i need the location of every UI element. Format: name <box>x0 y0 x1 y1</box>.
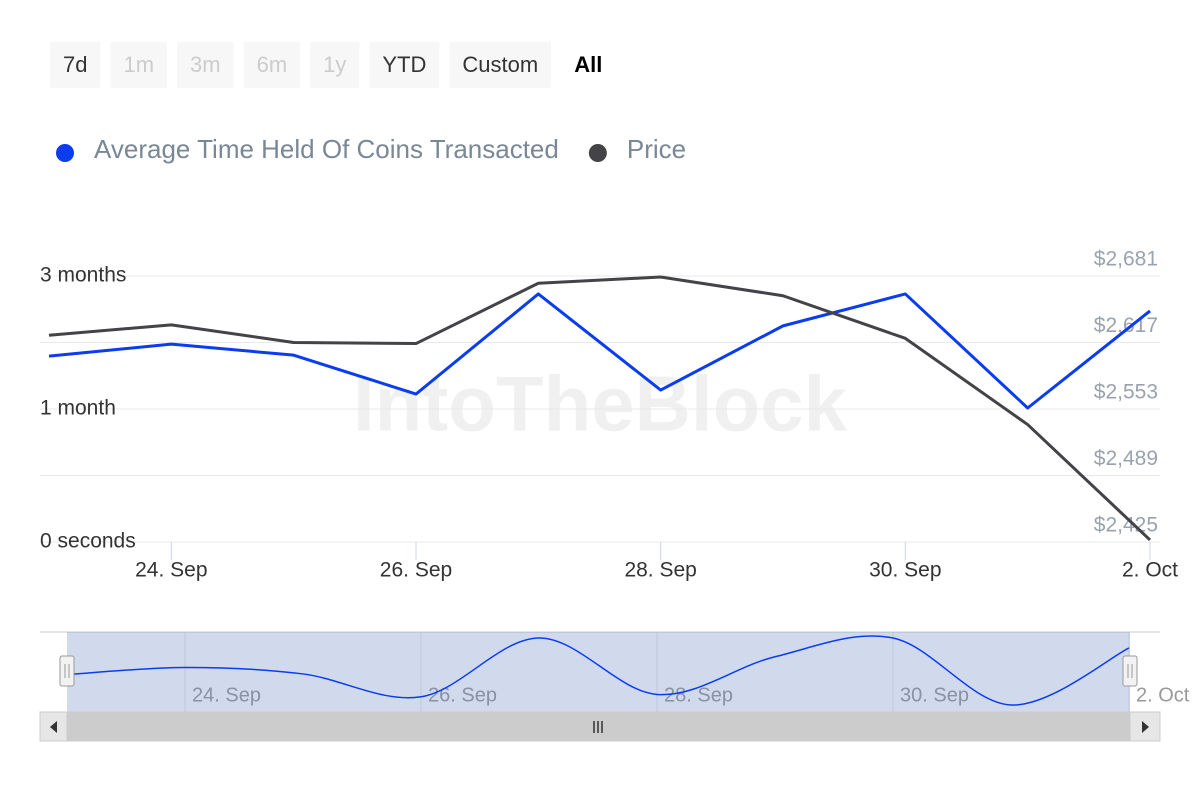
navigator-label: 2. Oct <box>1136 684 1190 706</box>
x-tick-label: 26. Sep <box>380 559 452 582</box>
navigator-handle[interactable] <box>59 655 75 687</box>
range-button-label[interactable]: YTD <box>382 52 426 77</box>
range-button[interactable] <box>110 42 168 88</box>
y2-tick-label: $2,553 <box>1094 381 1158 404</box>
range-button-label[interactable]: 7d <box>63 52 87 77</box>
navigator-bg <box>40 632 1160 712</box>
handle-grip <box>64 664 70 678</box>
y2-tick-label: $2,617 <box>1094 314 1158 337</box>
x-tick-label: 28. Sep <box>624 559 696 582</box>
scroll-left-arrow <box>50 721 57 733</box>
range-button[interactable] <box>177 42 234 88</box>
range-button[interactable] <box>449 42 552 88</box>
legend-marker <box>588 144 607 162</box>
y2-tick-label: $2,489 <box>1094 447 1158 470</box>
y-tick-label: 1 month <box>40 397 116 420</box>
series-line <box>48 275 1152 542</box>
navigator-line <box>66 635 1130 706</box>
navigator-mask[interactable] <box>67 632 1130 712</box>
range-button[interactable] <box>310 42 360 88</box>
y-tick-label: 0 seconds <box>40 530 136 553</box>
scroll-grip <box>593 721 603 733</box>
range-button-label[interactable]: 6m <box>257 52 288 77</box>
x-tick-label: 24. Sep <box>135 559 207 582</box>
handle-grip <box>1127 664 1133 678</box>
navigator-label: 24. Sep <box>192 684 261 706</box>
x-tick-label: 30. Sep <box>869 559 941 582</box>
navigator-label: 26. Sep <box>428 684 497 706</box>
scroll-right-arrow <box>1142 721 1149 733</box>
navigator-label: 30. Sep <box>900 684 969 706</box>
range-button-label[interactable]: 1m <box>123 52 154 77</box>
y2-tick-label: $2,681 <box>1094 248 1158 271</box>
range-button-label[interactable]: 3m <box>190 52 221 77</box>
series-line <box>48 292 1151 410</box>
watermark: IntoTheBlock <box>353 360 848 448</box>
range-button-label[interactable]: 1y <box>323 52 346 77</box>
range-button-label[interactable]: All <box>574 52 602 77</box>
legend-marker <box>56 144 74 162</box>
legend-label[interactable]: Price <box>627 134 686 164</box>
range-button[interactable] <box>50 42 101 88</box>
navigator-handle[interactable] <box>1122 655 1138 687</box>
legend-label[interactable]: Average Time Held Of Coins Transacted <box>94 134 559 164</box>
range-button[interactable] <box>243 42 301 88</box>
navigator-label: 28. Sep <box>664 684 733 706</box>
x-tick-label: 2. Oct <box>1122 559 1178 582</box>
y-tick-label: 3 months <box>40 264 126 287</box>
range-button[interactable] <box>369 42 440 88</box>
range-button-label[interactable]: Custom <box>462 52 538 77</box>
